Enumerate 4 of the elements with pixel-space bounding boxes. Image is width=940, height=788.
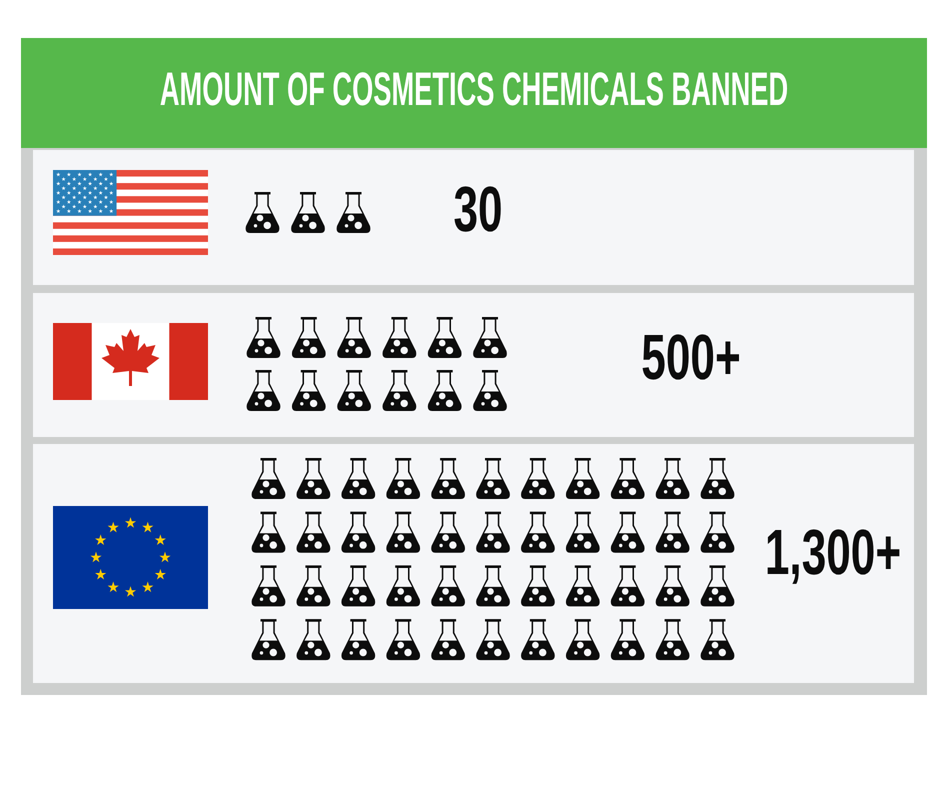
data-label: 1,300+ bbox=[764, 516, 902, 588]
data-label: 500+ bbox=[641, 320, 741, 393]
data-label: 30 bbox=[453, 172, 503, 245]
text: AMOUNT OF COSMETICS CHEMICALS BANNED bbox=[160, 63, 788, 116]
